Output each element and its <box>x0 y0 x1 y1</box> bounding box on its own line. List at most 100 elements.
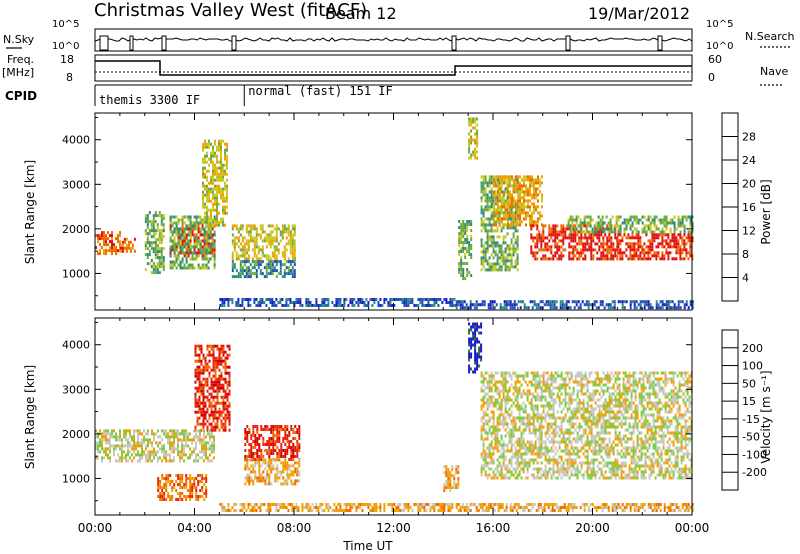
power-echo-cell <box>472 120 475 124</box>
power-echo-cell <box>257 245 260 249</box>
power-echo-cell <box>121 240 124 244</box>
power-echo-cell <box>530 233 533 237</box>
power-echo-cell <box>203 266 206 270</box>
power-echo-cell <box>489 303 492 307</box>
power-echo-cell <box>619 215 622 219</box>
power-echo-cell <box>564 248 567 252</box>
power-echo-cell <box>464 262 467 265</box>
power-echo-cell <box>261 227 264 231</box>
velocity-echo-cell <box>357 503 360 506</box>
power-echo-cell <box>482 193 485 197</box>
velocity-echo-cell <box>365 503 368 506</box>
power-echo-cell <box>507 190 509 194</box>
velocity-echo-cell <box>339 506 342 509</box>
power-echo-cell <box>587 224 590 228</box>
power-echo-cell <box>629 224 632 228</box>
velocity-echo-cell <box>151 450 153 454</box>
power-echo-cell <box>572 254 575 258</box>
velocity-echo-cell <box>278 440 281 443</box>
power-echo-cell <box>357 304 360 307</box>
power-echo-cell <box>639 218 642 222</box>
power-echo-cell <box>261 248 264 252</box>
power-echo-cell <box>213 248 216 252</box>
freq-unit: [MHz] <box>2 66 34 79</box>
power-echo-cell <box>289 263 292 267</box>
velocity-echo-cell <box>218 413 221 417</box>
power-echo-cell <box>647 306 650 310</box>
power-echo-cell <box>220 148 222 152</box>
power-echo-cell <box>181 221 184 225</box>
power-echo-cell <box>462 244 465 247</box>
velocity-echo-cell <box>193 429 195 433</box>
power-echo-cell <box>202 220 204 224</box>
power-echo-cell <box>213 257 216 261</box>
power-echo-cell <box>629 215 632 219</box>
power-echo-cell <box>212 187 214 191</box>
power-echo-cell <box>623 221 626 225</box>
power-echo-cell <box>449 301 452 304</box>
power-echo-cell <box>489 300 492 304</box>
power-echo-cell <box>623 227 626 231</box>
velocity-echo-cell <box>163 492 166 495</box>
velocity-echo-cell <box>214 389 217 393</box>
power-echo-cell <box>468 117 471 121</box>
power-echo-cell <box>169 224 172 228</box>
power-colorbar-tick-label: 8 <box>742 248 749 261</box>
velocity-echo-cell <box>222 377 225 381</box>
power-echo-cell <box>212 145 214 149</box>
power-echo-cell <box>685 218 688 222</box>
power-echo-cell <box>480 211 483 215</box>
velocity-echo-cell <box>266 470 269 474</box>
power-echo-cell <box>267 224 270 228</box>
velocity-echo-cell <box>331 509 334 512</box>
velocity-echo-cell <box>275 506 278 509</box>
velocity-echo-cell <box>256 458 259 462</box>
power-echo-cell <box>204 220 206 224</box>
power-echo-cell <box>509 306 512 310</box>
power-echo-cell <box>154 220 157 224</box>
power-echo-cell <box>617 300 620 304</box>
power-echo-cell <box>216 205 218 209</box>
velocity-echo-cell <box>281 506 284 509</box>
velocity-echo-cell <box>266 443 269 446</box>
power-echo-cell <box>502 238 505 242</box>
power-echo-cell <box>554 239 557 243</box>
power-echo-cell <box>488 220 491 224</box>
power-echo-cell <box>616 257 619 261</box>
velocity-echo-cell <box>288 440 291 443</box>
velocity-echo-cell <box>245 509 248 512</box>
velocity-echo-cell <box>175 474 178 477</box>
power-echo-cell <box>207 230 210 234</box>
power-echo-cell <box>231 275 234 279</box>
velocity-echo-cell <box>187 477 190 480</box>
power-echo-cell <box>371 304 374 307</box>
power-echo-cell <box>179 233 182 237</box>
velocity-echo-cell <box>284 437 287 440</box>
power-echo-cell <box>582 251 585 255</box>
power-echo-cell <box>210 154 212 158</box>
power-echo-cell <box>466 238 469 241</box>
power-echo-cell <box>493 306 496 310</box>
power-echo-cell <box>226 205 228 209</box>
power-echo-cell <box>460 241 463 244</box>
velocity-echo-cell <box>131 444 133 448</box>
power-echo-cell <box>497 175 499 179</box>
power-echo-cell <box>663 239 666 243</box>
velocity-echo-cell <box>181 429 183 433</box>
power-echo-cell <box>213 245 216 249</box>
velocity-echo-cell <box>264 482 267 486</box>
power-echo-cell <box>146 253 149 257</box>
velocity-echo-cell <box>167 438 169 442</box>
power-echo-cell <box>187 218 190 222</box>
power-echo-cell <box>181 215 184 219</box>
power-echo-cell <box>633 245 636 249</box>
velocity-echo-cell <box>173 432 175 436</box>
power-echo-cell <box>516 253 519 257</box>
power-echo-cell <box>488 196 491 200</box>
velocity-echo-cell <box>131 453 133 457</box>
power-echo-cell <box>500 250 503 254</box>
power-echo-cell <box>423 304 426 307</box>
power-echo-cell <box>492 175 495 179</box>
velocity-echo-cell <box>129 432 131 436</box>
power-echo-cell <box>596 233 599 237</box>
